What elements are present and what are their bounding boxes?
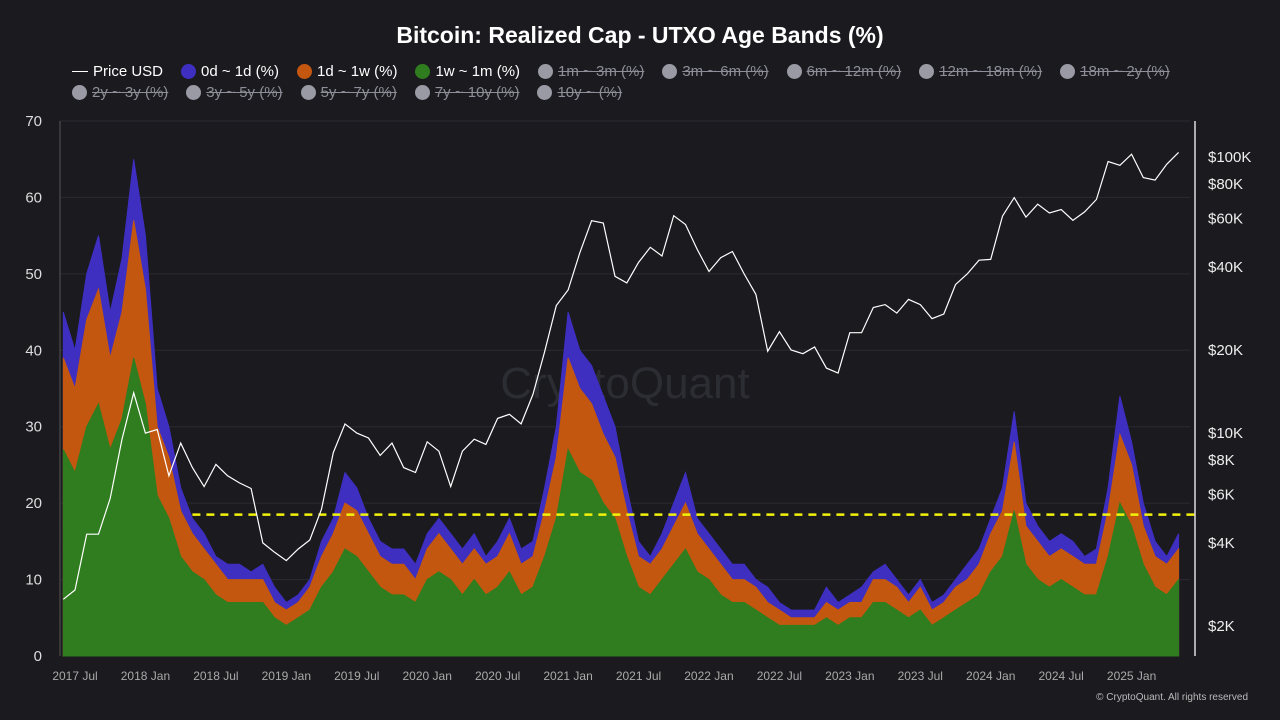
- area-series-0: [62, 357, 1180, 657]
- legend-item[interactable]: 10y ~ (%): [537, 84, 622, 101]
- legend-item[interactable]: 2y ~ 3y (%): [72, 84, 168, 101]
- x-tick-label: 2024 Jul: [1038, 669, 1083, 683]
- y-right-tick-label: $10K: [1208, 425, 1243, 442]
- y-right-tick-label: $20K: [1208, 342, 1243, 359]
- legend-label: 7y ~ 10y (%): [434, 84, 520, 101]
- legend-label: 10y ~ (%): [557, 84, 623, 101]
- circle-swatch-icon: [1060, 64, 1076, 79]
- legend-item[interactable]: 7y ~ 10y (%): [414, 84, 520, 101]
- legend-label: 5y ~ 7y (%): [320, 84, 397, 101]
- x-tick-label: 2024 Jan: [966, 669, 1015, 683]
- x-tick-label: 2022 Jan: [684, 669, 733, 683]
- y-right-tick-label: $8K: [1208, 452, 1235, 469]
- legend-row-2: 2y ~ 3y (%) 3y ~ 5y (%) 5y ~ 7y (%) 7y ~ 10…: [72, 84, 622, 101]
- circle-swatch-icon: [181, 64, 197, 79]
- line-swatch-icon: [72, 70, 88, 73]
- legend-item[interactable]: 3y ~ 5y (%): [186, 84, 283, 101]
- legend-label: Price USD: [93, 63, 164, 80]
- y-left-tick-label: 60: [25, 189, 42, 206]
- circle-swatch-icon: [186, 85, 202, 100]
- area-series-1: [62, 220, 1180, 657]
- y-right-tick-label: $60K: [1208, 210, 1243, 227]
- x-tick-label: 2022 Jul: [757, 669, 802, 683]
- copyright: © CryptoQuant. All rights reserved: [1096, 692, 1248, 703]
- legend-item[interactable]: 3m ~ 6m (%): [662, 63, 769, 80]
- x-tick-label: 2021 Jul: [616, 669, 661, 683]
- x-tick-label: 2020 Jul: [475, 669, 520, 683]
- price-line: [62, 151, 1180, 600]
- circle-swatch-icon: [296, 64, 312, 79]
- legend-label: 3m ~ 6m (%): [682, 63, 769, 80]
- x-tick-label: 2025 Jan: [1107, 669, 1156, 683]
- legend-item[interactable]: 1d ~ 1w (%): [296, 63, 398, 80]
- y-right-tick-label: $80K: [1208, 176, 1243, 193]
- y-left-tick-label: 20: [25, 495, 42, 512]
- x-tick-label: 2018 Jan: [121, 669, 170, 683]
- y-left-tick-label: 40: [25, 342, 42, 359]
- y-left-tick-label: 70: [25, 113, 42, 130]
- y-left-tick-label: 10: [25, 572, 42, 589]
- x-tick-label: 2019 Jul: [334, 669, 379, 683]
- circle-swatch-icon: [537, 85, 553, 100]
- legend-item[interactable]: 6m ~ 12m (%): [786, 63, 902, 80]
- legend-label: 1d ~ 1w (%): [316, 63, 398, 80]
- legend-label: 3y ~ 5y (%): [206, 84, 283, 101]
- circle-swatch-icon: [538, 64, 554, 79]
- chart-title: Bitcoin: Realized Cap - UTXO Age Bands (…: [396, 22, 884, 48]
- circle-swatch-icon: [414, 85, 430, 100]
- x-tick-label: 2018 Jul: [193, 669, 238, 683]
- x-tick-label: 2020 Jan: [403, 669, 452, 683]
- y-left-tick-label: 50: [25, 266, 42, 283]
- watermark: CryptoQuant: [500, 359, 749, 408]
- legend-item[interactable]: 18m ~ 2y (%): [1060, 63, 1170, 80]
- circle-swatch-icon: [919, 64, 935, 79]
- circle-swatch-icon: [300, 85, 316, 100]
- circle-swatch-icon: [662, 64, 678, 79]
- legend-label: 1w ~ 1m (%): [435, 63, 521, 80]
- circle-swatch-icon: [72, 85, 87, 100]
- x-tick-label: 2023 Jul: [898, 669, 943, 683]
- x-tick-label: 2017 Jul: [52, 669, 97, 683]
- legend-label: 6m ~ 12m (%): [806, 63, 902, 80]
- legend-label: 2y ~ 3y (%): [92, 84, 169, 101]
- circle-swatch-icon: [786, 64, 802, 79]
- legend-item[interactable]: 0d ~ 1d (%): [181, 63, 279, 80]
- x-tick-label: 2023 Jan: [825, 669, 874, 683]
- legend-item[interactable]: Price USD: [72, 63, 163, 80]
- y-right-tick-label: $100K: [1208, 149, 1251, 166]
- x-tick-label: 2021 Jan: [543, 669, 592, 683]
- x-tick-label: 2019 Jan: [262, 669, 311, 683]
- y-right-tick-label: $6K: [1208, 486, 1235, 503]
- legend-item[interactable]: 5y ~ 7y (%): [300, 84, 397, 101]
- legend-item[interactable]: 1w ~ 1m (%): [415, 63, 520, 80]
- legend-item[interactable]: 12m ~ 18m (%): [919, 63, 1042, 80]
- legend-label: 0d ~ 1d (%): [201, 63, 279, 80]
- y-right-tick-label: $40K: [1208, 259, 1243, 276]
- y-right-tick-label: $4K: [1208, 535, 1235, 552]
- y-left-tick-label: 30: [25, 419, 42, 436]
- legend-label: 1m ~ 3m (%): [558, 63, 645, 80]
- legend-row-1: Price USD 0d ~ 1d (%) 1d ~ 1w (%) 1w ~ 1m (…: [72, 63, 1170, 80]
- y-right-tick-label: $2K: [1208, 618, 1235, 635]
- legend-label: 18m ~ 2y (%): [1080, 63, 1170, 80]
- legend-item[interactable]: 1m ~ 3m (%): [538, 63, 644, 80]
- y-left-tick-label: 0: [34, 648, 42, 665]
- legend-label: 12m ~ 18m (%): [939, 63, 1043, 80]
- circle-swatch-icon: [415, 64, 431, 79]
